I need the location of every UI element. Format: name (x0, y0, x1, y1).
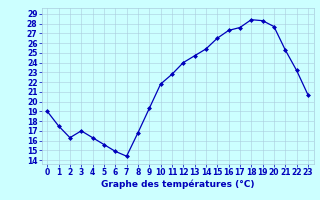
X-axis label: Graphe des températures (°C): Graphe des températures (°C) (101, 180, 254, 189)
